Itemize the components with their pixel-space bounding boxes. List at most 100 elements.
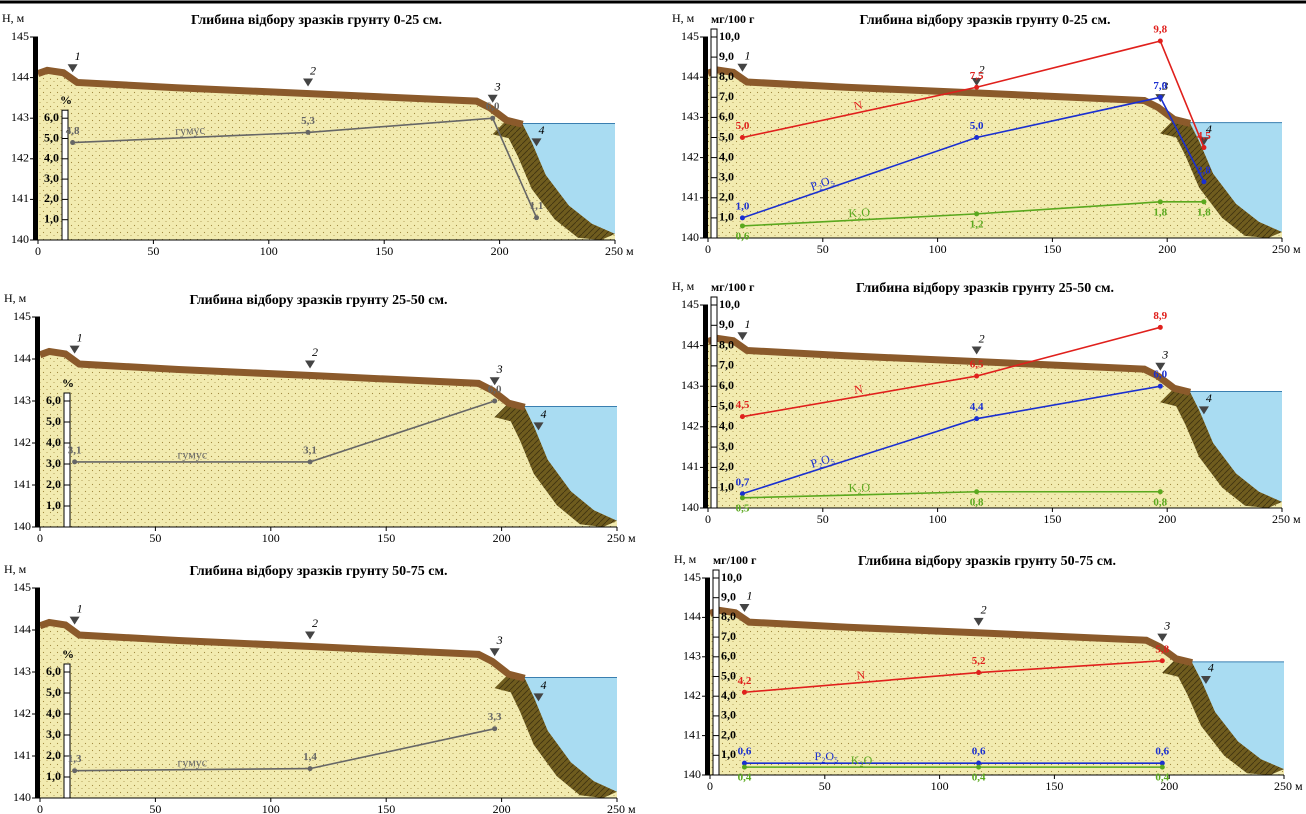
data-point (1158, 39, 1163, 44)
y2-tick-label: 5,0 (46, 414, 61, 428)
y-tick-label: 144 (681, 337, 699, 351)
station-label: 3 (496, 633, 503, 647)
y2-tick-label: 1,0 (46, 498, 61, 512)
y2-tick-label: 6,0 (721, 649, 736, 663)
data-label: 4,4 (970, 401, 984, 413)
x-tick-label: 50 (817, 512, 829, 526)
station-marker (737, 64, 747, 72)
data-point (974, 85, 979, 90)
x-tick-label: 100 (262, 802, 280, 814)
y-tick-label: 144 (13, 351, 31, 365)
y-tick-label: 142 (11, 151, 29, 165)
data-point (742, 690, 747, 695)
x-tick-label: 0 (705, 512, 711, 526)
data-point (976, 670, 981, 675)
y2-tick-label: 7,0 (719, 358, 734, 372)
data-point (974, 135, 979, 140)
x-tick-label: 50 (819, 779, 831, 793)
y-axis-label: Н, м (672, 11, 695, 25)
y-axis-bar (33, 37, 38, 240)
y2-axis-bar (64, 664, 70, 798)
y2-tick-label: 3,0 (46, 456, 61, 470)
y-tick-label: 140 (13, 519, 31, 533)
data-point (308, 766, 313, 771)
y-tick-label: 141 (13, 748, 31, 762)
x-tick-label: 250 м (605, 244, 634, 258)
x-tick-label: 150 (375, 244, 393, 258)
data-point (1158, 384, 1163, 389)
y-tick-label: 140 (681, 500, 699, 514)
y2-tick-label: 5,0 (719, 129, 734, 143)
station-label: 4 (1206, 391, 1212, 405)
y-axis-bar (703, 305, 708, 508)
y2-tick-label: 2,0 (46, 748, 61, 762)
x-tick-label: 0 (35, 244, 41, 258)
data-label: 5,3 (301, 115, 315, 127)
station-label: 3 (1161, 348, 1168, 362)
data-point (72, 459, 77, 464)
y2-axis-bar (64, 393, 70, 527)
data-point (1201, 199, 1206, 204)
y2-tick-label: 6,0 (719, 109, 734, 123)
y2-tick-label: 9,0 (719, 317, 734, 331)
series-name: гумус (177, 755, 207, 769)
station-label: 4 (541, 407, 547, 421)
y2-tick-label: 4,0 (46, 706, 61, 720)
station-label: 1 (744, 49, 750, 63)
y-tick-label: 145 (13, 580, 31, 594)
station-label: 3 (494, 80, 501, 94)
data-label: 1,0 (736, 200, 750, 212)
y2-axis-label: % (62, 647, 74, 661)
y2-tick-label: 1,0 (44, 211, 59, 225)
x-tick-label: 50 (817, 242, 829, 256)
y-tick-label: 145 (681, 29, 699, 43)
x-tick-label: 0 (37, 802, 43, 814)
x-tick-label: 100 (260, 244, 278, 258)
chart-title: Глибина відбору зразків грунту 50-75 см. (858, 554, 1116, 569)
station-label: 4 (1208, 661, 1214, 675)
station-marker (490, 648, 500, 656)
station-label: 1 (744, 317, 750, 331)
series-name: P₂O₅ (815, 749, 839, 763)
data-point (70, 140, 75, 145)
data-label: 0,8 (1153, 496, 1167, 508)
data-point (740, 495, 745, 500)
data-label: 0,8 (970, 496, 984, 508)
data-point (1158, 95, 1163, 100)
data-label: 0,6 (736, 230, 750, 242)
chart-title: Глибина відбору зразків грунту 0-25 см. (859, 13, 1110, 28)
y2-tick-label: 6,0 (44, 110, 59, 124)
y-tick-label: 142 (13, 435, 31, 449)
data-label: 3,1 (68, 444, 82, 456)
y-axis-bar (35, 588, 40, 798)
y-tick-label: 144 (13, 622, 31, 636)
data-label: 5,0 (970, 120, 984, 132)
y-tick-label: 142 (681, 149, 699, 163)
y2-tick-label: 8,0 (719, 337, 734, 351)
y-tick-label: 145 (681, 297, 699, 311)
y-tick-label: 142 (681, 419, 699, 433)
y-axis-label: Н, м (4, 291, 27, 305)
station-marker (305, 360, 315, 368)
chart-title: Глибина відбору зразків грунту 50-75 см. (189, 564, 447, 579)
data-label: 1,1 (530, 200, 544, 212)
data-label: 1,8 (1197, 206, 1211, 218)
x-tick-label: 200 (491, 244, 509, 258)
series-name: K₂O (848, 480, 870, 495)
y2-tick-label: 2,0 (719, 190, 734, 204)
y2-tick-label: 9,0 (721, 589, 736, 603)
y-tick-label: 143 (681, 378, 699, 392)
chart-title: Глибина відбору зразків грунту 25-50 см. (856, 281, 1114, 296)
data-label: 1,4 (303, 751, 317, 763)
y2-axis-bar (711, 297, 717, 508)
station-label: 4 (541, 678, 547, 692)
y2-tick-label: 4,0 (46, 435, 61, 449)
station-label: 1 (77, 330, 83, 344)
station-label: 2 (312, 345, 318, 359)
y-tick-label: 143 (13, 664, 31, 678)
x-tick-label: 250 м (607, 531, 636, 545)
y-axis-bar (705, 578, 710, 775)
data-point (740, 414, 745, 419)
x-tick-label: 150 (1043, 512, 1061, 526)
y-tick-label: 140 (683, 767, 701, 781)
